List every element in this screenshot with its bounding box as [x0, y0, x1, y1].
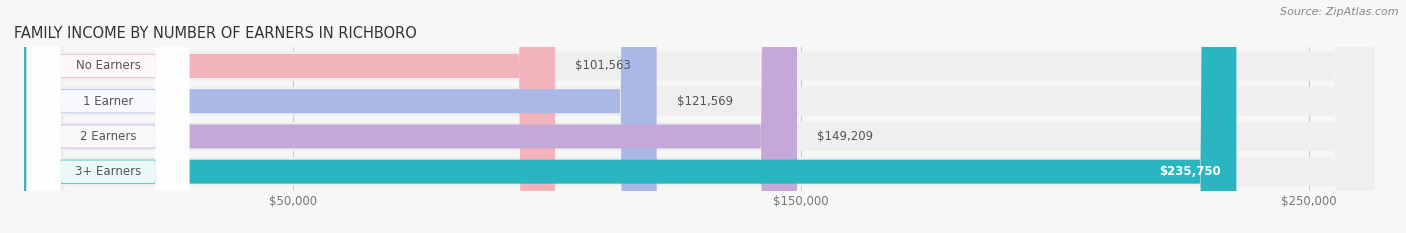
FancyBboxPatch shape: [24, 0, 1375, 233]
FancyBboxPatch shape: [24, 0, 657, 233]
FancyBboxPatch shape: [24, 0, 1375, 233]
Text: $149,209: $149,209: [817, 130, 873, 143]
FancyBboxPatch shape: [27, 0, 190, 233]
Text: $235,750: $235,750: [1160, 165, 1222, 178]
Text: $101,563: $101,563: [575, 59, 631, 72]
FancyBboxPatch shape: [27, 0, 190, 233]
FancyBboxPatch shape: [27, 0, 190, 233]
Text: $121,569: $121,569: [676, 95, 733, 108]
Text: 3+ Earners: 3+ Earners: [75, 165, 141, 178]
Text: 2 Earners: 2 Earners: [80, 130, 136, 143]
Text: No Earners: No Earners: [76, 59, 141, 72]
FancyBboxPatch shape: [24, 0, 1375, 233]
FancyBboxPatch shape: [24, 0, 1236, 233]
FancyBboxPatch shape: [24, 0, 1375, 233]
FancyBboxPatch shape: [24, 0, 797, 233]
FancyBboxPatch shape: [24, 0, 555, 233]
Text: 1 Earner: 1 Earner: [83, 95, 134, 108]
Text: Source: ZipAtlas.com: Source: ZipAtlas.com: [1281, 7, 1399, 17]
Text: FAMILY INCOME BY NUMBER OF EARNERS IN RICHBORO: FAMILY INCOME BY NUMBER OF EARNERS IN RI…: [14, 26, 418, 41]
FancyBboxPatch shape: [27, 0, 190, 233]
